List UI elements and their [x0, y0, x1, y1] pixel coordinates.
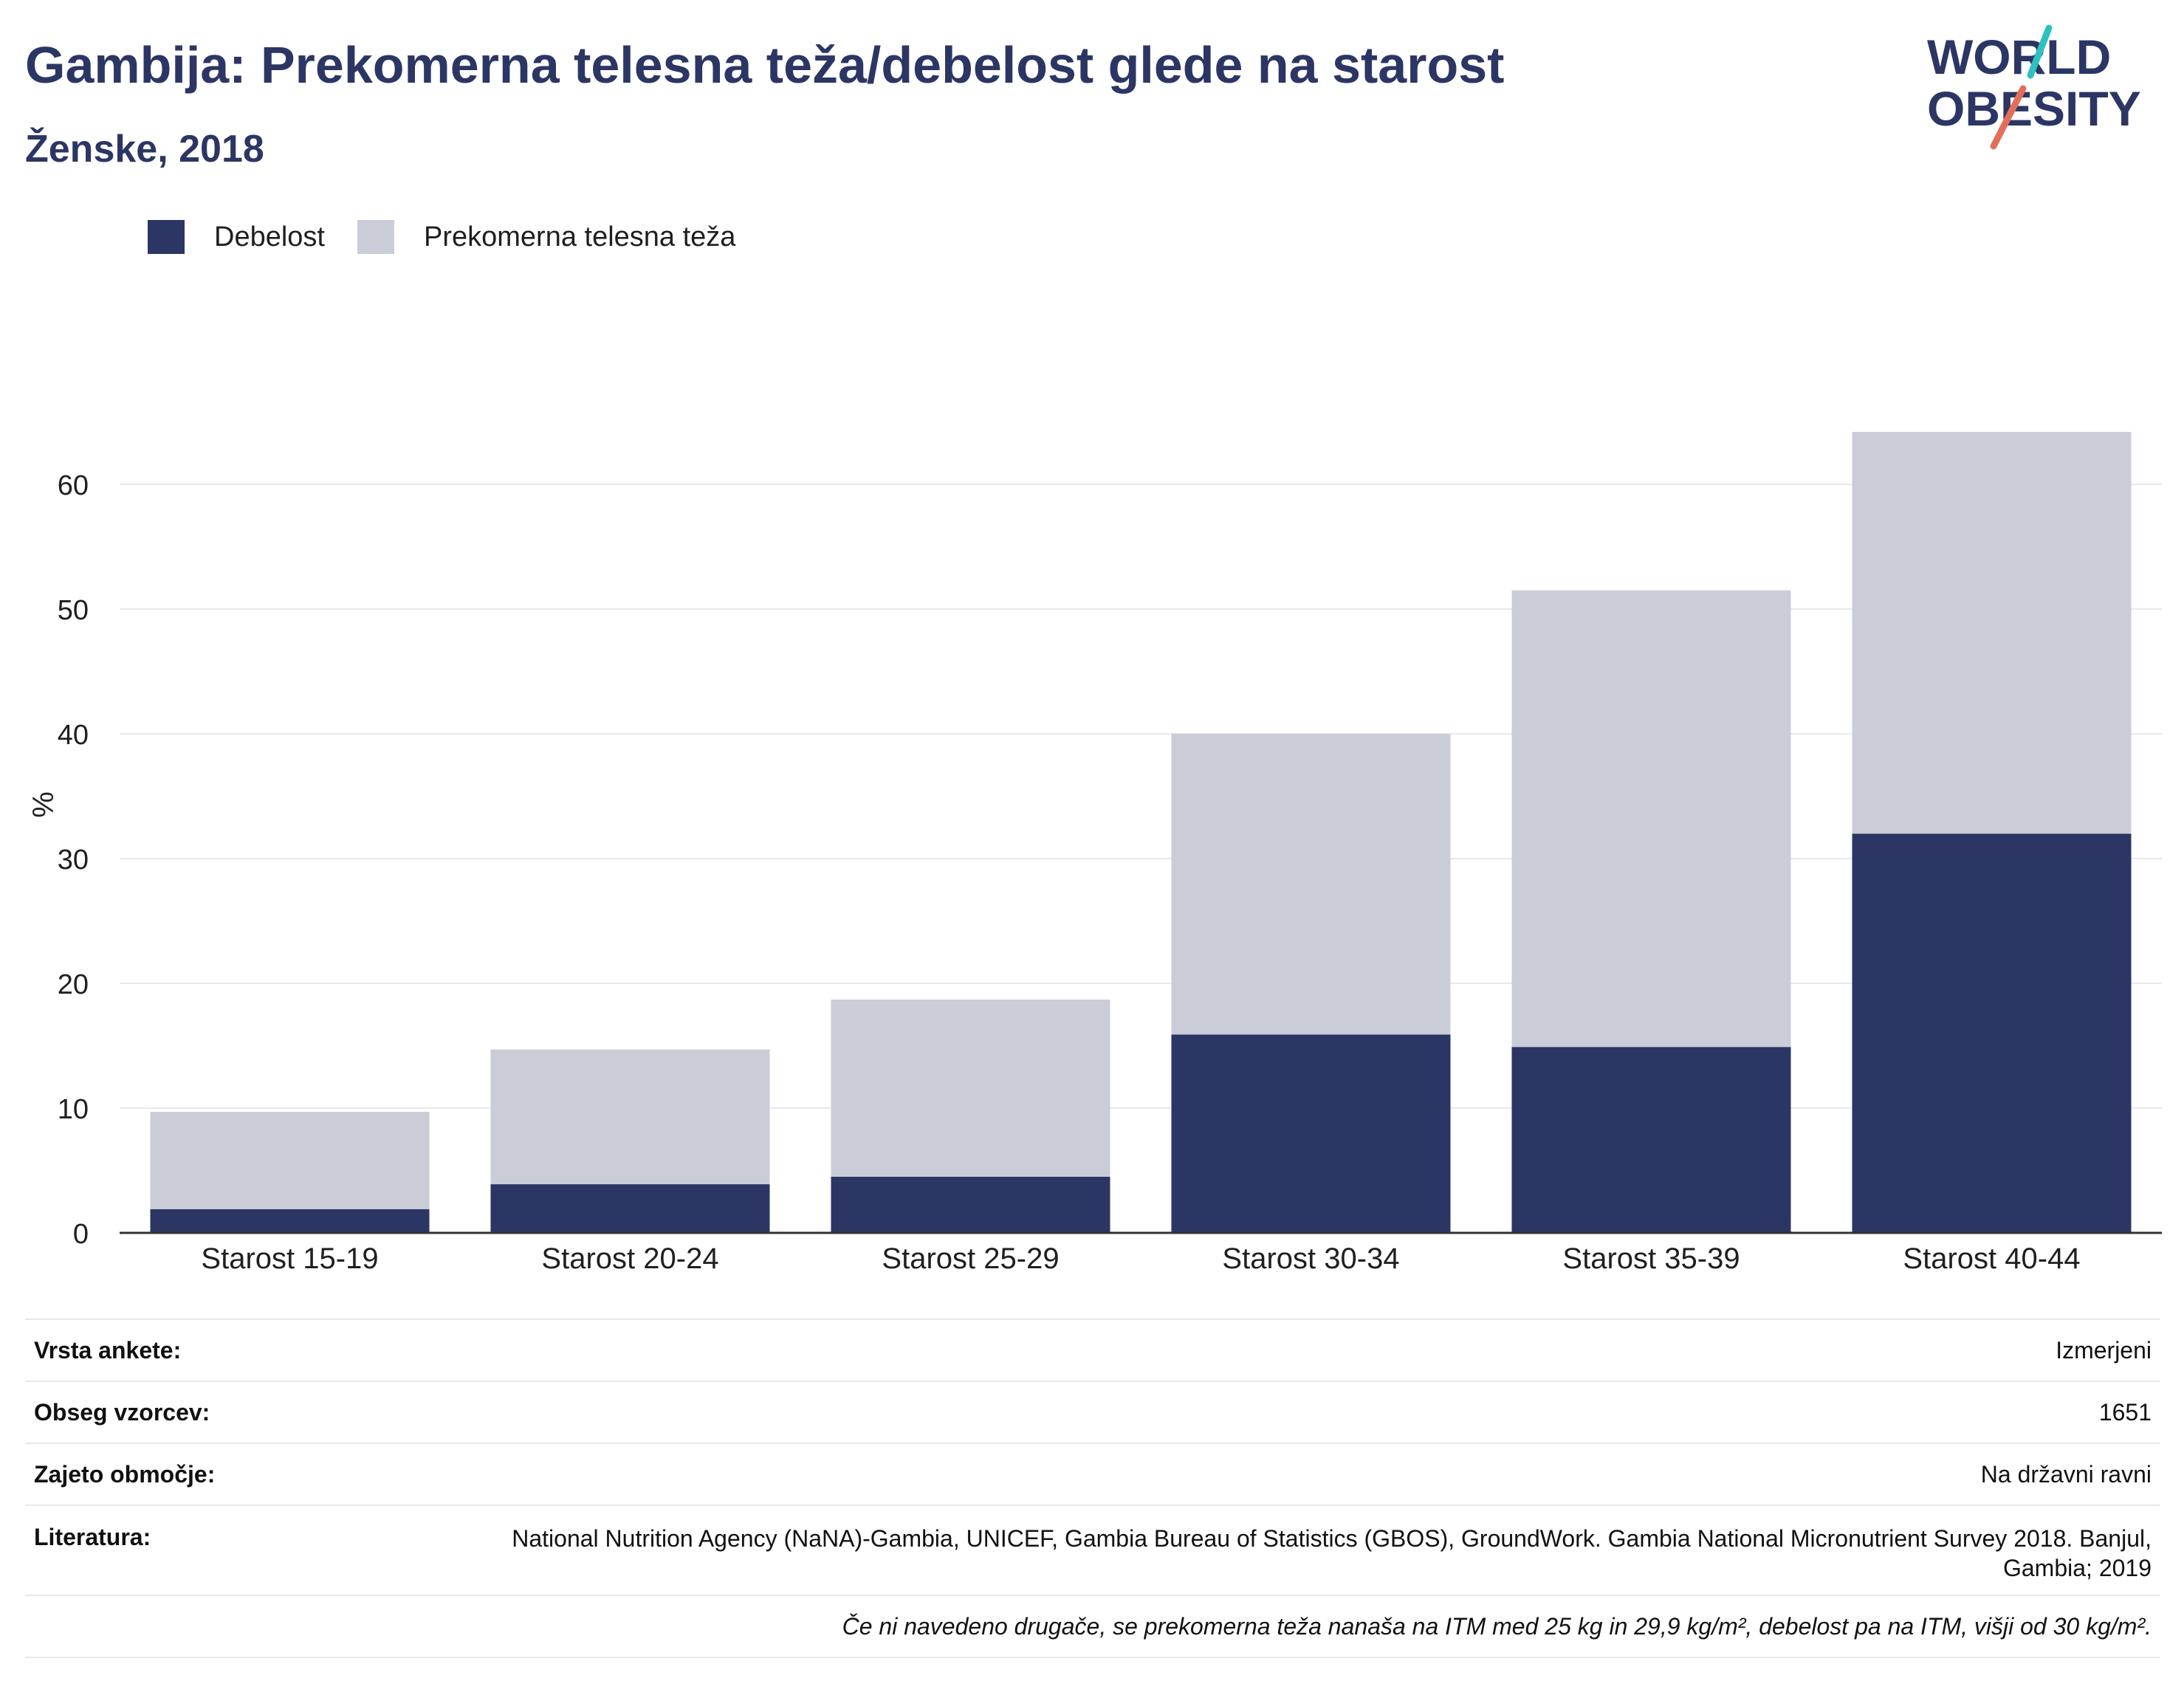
info-label: Literatura:: [34, 1524, 151, 1550]
y-tick-label: 60: [58, 470, 89, 501]
x-tick-label: Starost 35-39: [1562, 1242, 1740, 1275]
y-tick-label: 20: [58, 969, 89, 1000]
definition-note: Če ni navedeno drugače, se prekomerna te…: [25, 1595, 2160, 1658]
info-row-survey-type: Vrsta ankete: Izmerjeni: [25, 1318, 2160, 1381]
stacked-bar-chart: 0 10 20 30 40 50 60 Starost 15-19 Starost 20-24…: [27, 432, 2162, 1275]
chart-subtitle: Ženske, 2018: [25, 128, 264, 171]
bar-overweight: [1511, 590, 1791, 1048]
info-row-reference: Literatura: National Nutrition Agency (N…: [25, 1505, 2160, 1595]
legend-label-overweight: Prekomerna telesna teža: [423, 221, 736, 252]
x-tick-label: Starost 15-19: [201, 1242, 378, 1275]
bars-group: [150, 432, 2132, 1233]
bar-overweight: [831, 999, 1110, 1177]
bar-obesity: [1852, 833, 2132, 1233]
info-row-sample-size: Obseg vzorcev: 1651: [25, 1381, 2160, 1443]
x-tick-label: Starost 30-34: [1222, 1242, 1399, 1275]
legend-swatch-overweight: [357, 220, 394, 254]
y-tick-label: 30: [58, 845, 89, 876]
y-tick-label: 0: [73, 1219, 89, 1250]
bar-overweight: [490, 1049, 770, 1185]
world-obesity-logo: WORLD OBESITY: [1927, 24, 2141, 150]
bar-obesity: [490, 1184, 770, 1233]
x-tick-label: Starost 20-24: [541, 1242, 718, 1275]
x-tick-label: Starost 40-44: [1903, 1242, 2080, 1275]
x-tick-labels: Starost 15-19 Starost 20-24 Starost 25-29 S…: [201, 1242, 2080, 1275]
bar-obesity: [1511, 1047, 1791, 1233]
x-tick-label: Starost 25-29: [882, 1242, 1059, 1275]
info-label: Zajeto območje:: [34, 1460, 216, 1488]
logo-line1: WORLD: [1927, 30, 2111, 84]
chart-legend: Debelost Prekomerna telesna teža: [148, 220, 768, 254]
legend-swatch-obesity: [148, 220, 185, 254]
y-tick-label: 10: [58, 1094, 89, 1125]
logo-line2: OBESITY: [1927, 81, 2141, 136]
bar-overweight: [150, 1112, 430, 1209]
info-value: 1651: [2098, 1398, 2152, 1426]
legend-item-obesity: Debelost: [148, 220, 325, 254]
chart-title: Gambija: Prekomerna telesna teža/debelos…: [25, 36, 1505, 94]
info-value: National Nutrition Agency (NaNA)-Gambia,…: [512, 1525, 2152, 1581]
legend-item-overweight: Prekomerna telesna teža: [357, 220, 735, 254]
info-label: Vrsta ankete:: [34, 1336, 182, 1364]
y-tick-labels: 0 10 20 30 40 50 60: [58, 470, 89, 1250]
info-row-coverage: Zajeto območje: Na državni ravni: [25, 1443, 2160, 1505]
bar-overweight: [1852, 432, 2132, 834]
bar-obesity: [150, 1208, 430, 1233]
y-tick-label: 40: [58, 720, 89, 751]
bar-obesity: [1171, 1034, 1451, 1233]
info-value: Izmerjeni: [2056, 1336, 2152, 1364]
legend-label-obesity: Debelost: [214, 221, 325, 252]
info-value: Na državni ravni: [1980, 1460, 2152, 1488]
y-axis-label: %: [27, 791, 60, 818]
y-tick-label: 50: [58, 595, 89, 626]
y-grid: [120, 484, 2162, 1109]
survey-info-table: Vrsta ankete: Izmerjeni Obseg vzorcev: 1…: [25, 1318, 2160, 1658]
info-label: Obseg vzorcev:: [34, 1398, 210, 1426]
bar-overweight: [1171, 734, 1451, 1035]
bar-obesity: [831, 1176, 1110, 1233]
